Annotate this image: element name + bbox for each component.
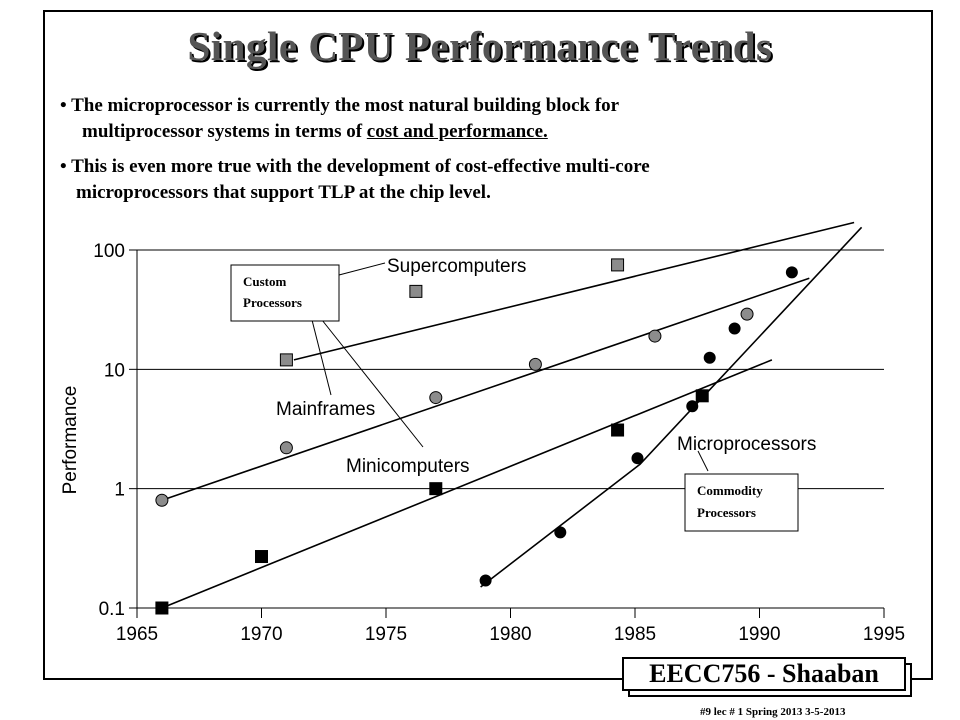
footer-lecture-info: #9 lec # 1 Spring 2013 3-5-2013 — [700, 706, 846, 718]
data-point-supercomputers — [611, 258, 625, 272]
callout-leader-line — [311, 319, 332, 396]
data-point-minicomputers — [429, 482, 443, 496]
chart-trend-lines — [161, 221, 863, 609]
data-point-microprocessors — [728, 322, 741, 335]
data-point-minicomputers — [255, 550, 268, 564]
callout-commodity-line2: Processors — [697, 505, 756, 520]
callout-custom-line2: Processors — [243, 295, 302, 310]
bullet-2-line2: microprocessors that support TLP at the … — [76, 182, 491, 203]
data-point-mainframes — [279, 441, 293, 455]
data-point-microprocessors — [785, 266, 798, 279]
data-point-microprocessors — [479, 574, 492, 587]
bullet-dot: • — [60, 156, 67, 177]
x-tick-label: 1980 — [489, 624, 531, 645]
data-point-microprocessors — [554, 526, 567, 539]
y-tick-label: 10 — [104, 360, 125, 381]
y-axis-label: Performance — [60, 386, 81, 495]
data-point-mainframes — [648, 329, 662, 343]
y-tick-label: 0.1 — [99, 599, 125, 620]
slide-title: Single CPU Performance Trends — [187, 23, 773, 69]
x-tick-label: 1975 — [365, 624, 407, 645]
callout-leader-line — [321, 319, 424, 448]
data-point-microprocessors — [631, 452, 644, 465]
callout-custom-line1: Custom — [243, 274, 287, 289]
data-point-mainframes — [155, 493, 169, 507]
bullet-1-line1: The microprocessor is currently the most… — [71, 95, 620, 116]
data-point-mainframes — [429, 391, 443, 405]
chart-labels: 0.1 1 10 100 1965 1970 1975 1980 1985 1990 1995 — [93, 241, 905, 645]
annotation-supercomputers: Supercomputers — [387, 256, 526, 277]
data-point-minicomputers — [155, 601, 169, 615]
trend-line-microprocessors — [480, 226, 863, 588]
trend-line-supercomputers — [293, 221, 855, 361]
y-tick-label: 100 — [93, 241, 125, 262]
chart-axes — [129, 249, 885, 618]
bullet-1-line2-underlined: cost and performance. — [366, 121, 548, 142]
callout-leader-line — [697, 450, 709, 472]
data-point-mainframes — [740, 307, 754, 321]
footer-badge: EECC756 - Shaaban — [622, 657, 912, 697]
annotation-mainframes: Mainframes — [276, 399, 375, 420]
data-point-supercomputers — [409, 284, 423, 298]
annotation-minicomputers: Minicomputers — [346, 456, 470, 477]
trend-line-mainframes — [161, 277, 810, 501]
callout-box-commodity — [684, 473, 799, 532]
data-point-microprocessors — [703, 351, 716, 364]
chart-points — [155, 258, 798, 615]
y-tick-label: 1 — [114, 480, 125, 501]
bullet-2-line1: This is even more true with the developm… — [71, 156, 650, 177]
callout-commodity-line1: Commodity — [697, 483, 763, 498]
callout-box-custom — [230, 264, 340, 322]
annotation-microprocessors: Microprocessors — [677, 434, 816, 455]
slide-frame — [43, 10, 933, 680]
bullet-1: • The microprocessor is currently the mo… — [60, 93, 619, 145]
x-tick-label: 1995 — [863, 624, 905, 645]
x-tick-label: 1990 — [738, 624, 780, 645]
x-tick-label: 1970 — [240, 624, 282, 645]
data-point-minicomputers — [611, 423, 625, 437]
data-point-minicomputers — [695, 389, 709, 403]
callout-leader-line — [338, 262, 386, 276]
footer-label: EECC756 - Shaaban — [622, 657, 906, 691]
bullet-dot: • — [60, 95, 67, 116]
data-point-supercomputers — [279, 353, 293, 367]
data-point-microprocessors — [686, 400, 699, 413]
bullet-2: • This is even more true with the develo… — [60, 154, 650, 206]
x-tick-label: 1985 — [614, 624, 656, 645]
bullet-1-line2-pre: multiprocessor systems in terms of — [82, 121, 367, 142]
trend-line-minicomputers — [161, 359, 773, 609]
x-tick-label: 1965 — [116, 624, 158, 645]
data-point-mainframes — [528, 357, 542, 371]
